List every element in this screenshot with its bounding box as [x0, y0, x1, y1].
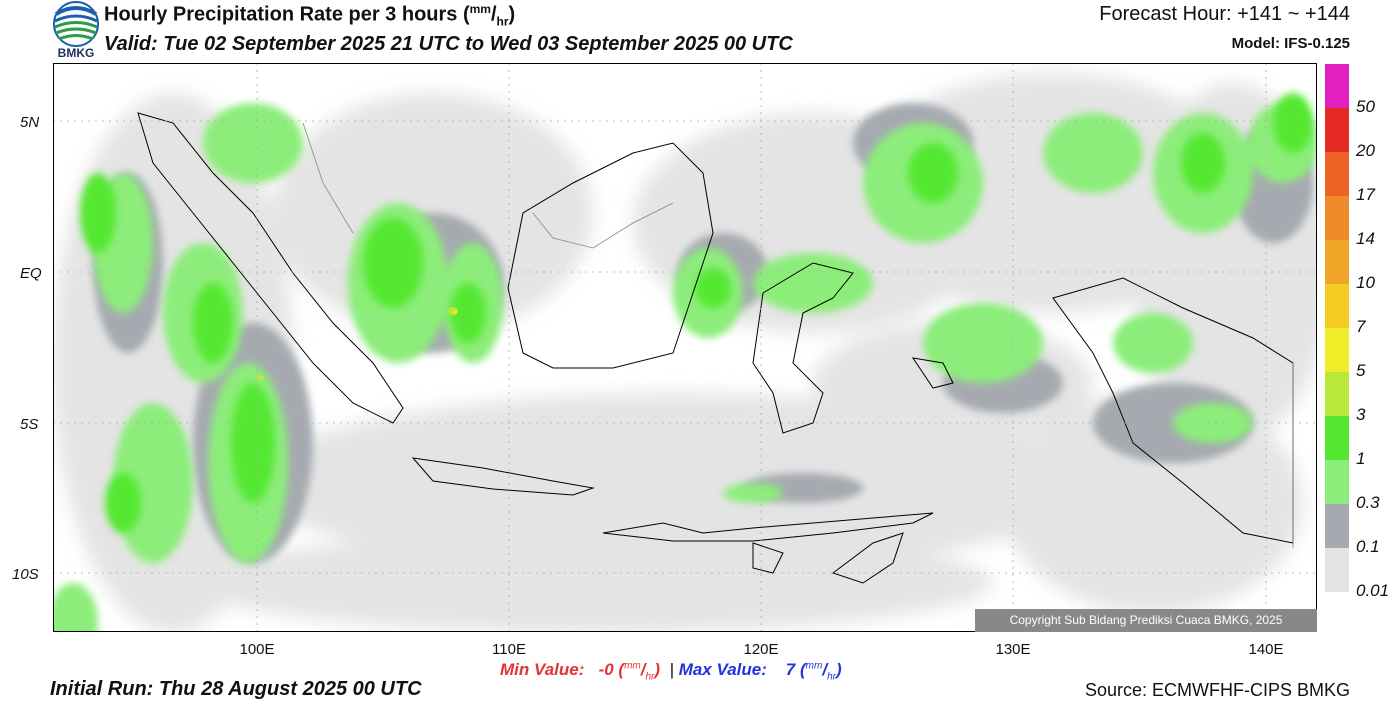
legend-level-label: 0.3 [1356, 493, 1380, 512]
legend-level-label: 14 [1356, 229, 1375, 248]
logo-text: BMKG [57, 46, 95, 60]
bmkg-logo: BMKG [50, 0, 102, 62]
max-unit-den: hr [827, 671, 836, 683]
bmkg-logo-icon [53, 1, 99, 47]
legend-level-label: 10 [1356, 273, 1375, 292]
lon-label-140e: 140E [1248, 641, 1284, 658]
legend-swatch [1325, 108, 1349, 152]
legend-swatch [1325, 416, 1349, 460]
max-value-label: Max Value: [678, 660, 767, 679]
min-value-label: Min Value: [500, 660, 585, 679]
legend-swatch [1325, 152, 1349, 196]
lon-label-110e: 110E [492, 641, 526, 658]
legend-swatch [1325, 504, 1349, 548]
map-frame [53, 63, 1317, 632]
min-max-values: Min Value: -0 (mm/hr) | Max Value: 7 (mm… [500, 660, 842, 683]
lon-label-130e: 130E [995, 641, 1031, 658]
legend-level-label: 17 [1356, 185, 1375, 204]
color-legend [1325, 64, 1349, 592]
min-unit-num: mm [624, 660, 641, 672]
max-unit-num: mm [805, 660, 823, 672]
legend-swatch [1325, 64, 1349, 108]
legend-level-label: 0.01 [1356, 581, 1390, 600]
initial-run: Initial Run: Thu 28 August 2025 00 UTC [50, 678, 422, 700]
legend-swatch [1325, 460, 1349, 504]
graticule [53, 63, 1317, 632]
lon-label-120e: 120E [743, 641, 779, 658]
min-value: -0 [598, 660, 614, 679]
precip-layer-yellow [453, 310, 457, 314]
title-unit-den: hr [496, 14, 509, 29]
min-max-separator: | [669, 660, 674, 679]
borders [302, 122, 1294, 548]
valid-time: Valid: Tue 02 September 2025 21 UTC to W… [104, 33, 793, 55]
forecast-hour: Forecast Hour: +141 ~ +144 [1099, 3, 1350, 25]
model-name: Model: IFS-0.125 [1231, 35, 1350, 52]
map-canvas [48, 63, 1333, 663]
copyright-notice: Copyright Sub Bidang Prediksi Cuaca BMKG… [975, 609, 1317, 632]
precipitation-map [48, 63, 1333, 663]
lat-label-eq: EQ [20, 265, 42, 282]
title-unit-num: mm [469, 2, 491, 16]
legend-swatch [1325, 328, 1349, 372]
legend-swatch [1325, 372, 1349, 416]
coastlines [137, 112, 1294, 584]
legend-level-label: 3 [1356, 405, 1366, 424]
legend-level-label: 0.1 [1356, 537, 1380, 556]
max-value: 7 [785, 660, 796, 679]
lat-label-5n: 5N [20, 114, 40, 131]
precip-layer-green [80, 93, 1313, 533]
legend-swatch [1325, 284, 1349, 328]
min-unit-den: hr [645, 671, 655, 683]
lat-label-10s: 10S [12, 566, 39, 583]
legend-level-label: 7 [1356, 317, 1366, 336]
title-text: Hourly Precipitation Rate per 3 hours [104, 3, 458, 26]
color-legend-swatches [1325, 64, 1349, 592]
lon-label-100e: 100E [239, 641, 275, 658]
legend-level-label: 20 [1356, 141, 1375, 160]
legend-swatch [1325, 240, 1349, 284]
legend-level-label: 50 [1356, 97, 1375, 116]
legend-swatch [1325, 548, 1349, 592]
data-source: Source: ECMWFHF-CIPS BMKG [1084, 680, 1350, 700]
legend-level-label: 1 [1356, 449, 1366, 468]
chart-title: Hourly Precipitation Rate per 3 hours (m… [104, 2, 516, 29]
legend-swatch [1325, 196, 1349, 240]
legend-level-label: 5 [1356, 361, 1366, 380]
lat-label-5s: 5S [20, 416, 39, 433]
